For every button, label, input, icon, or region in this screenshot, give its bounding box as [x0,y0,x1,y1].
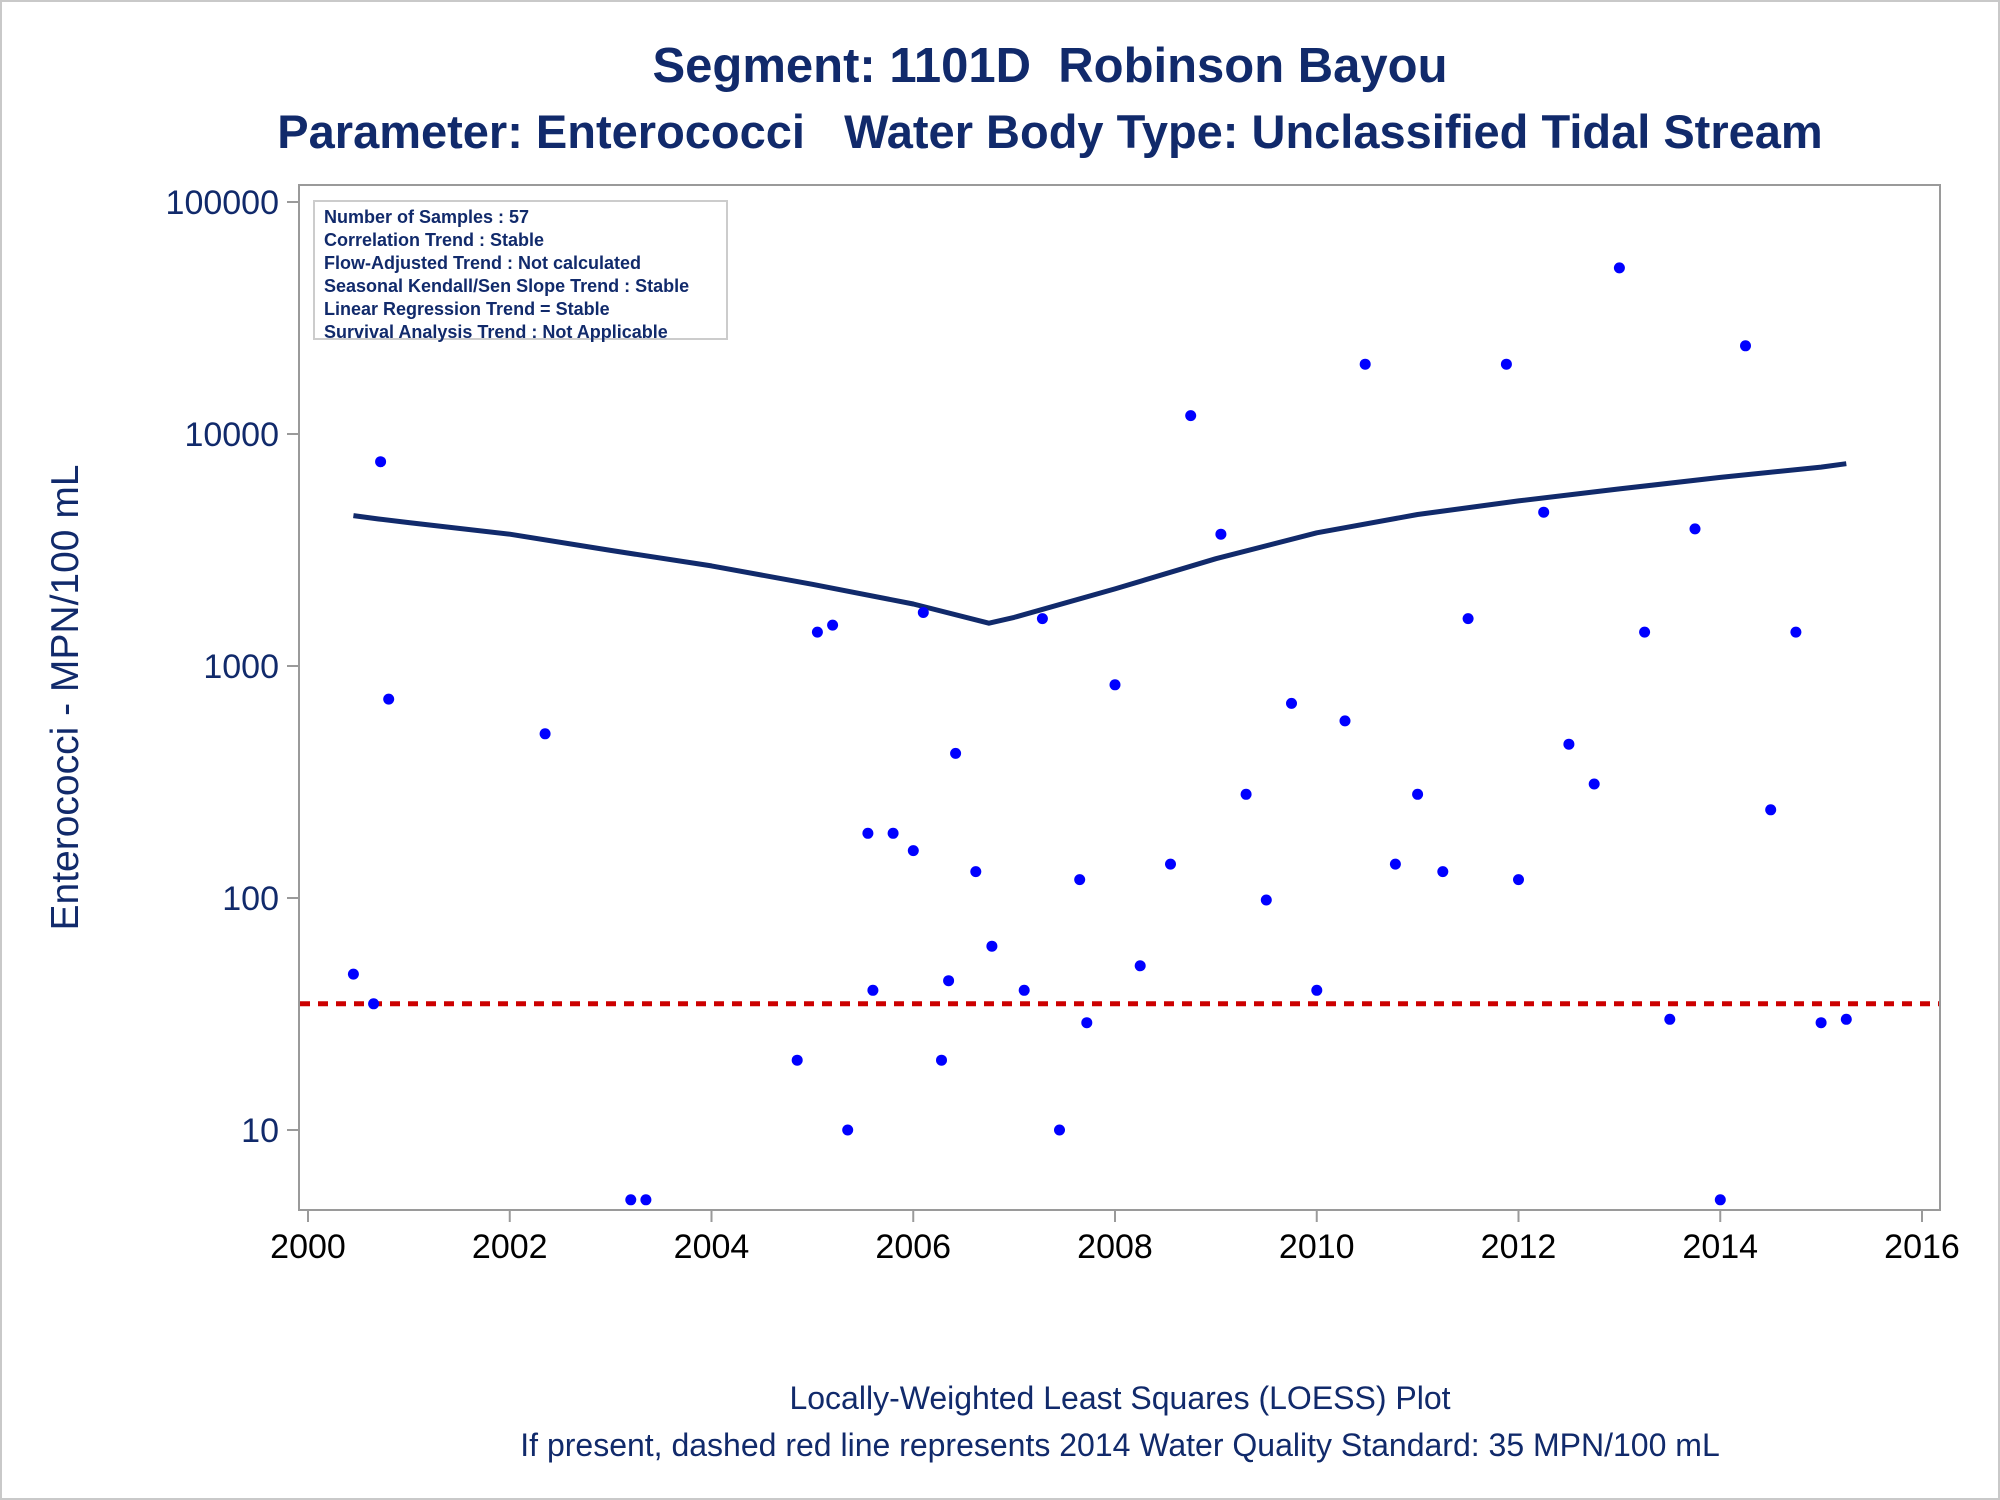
data-point-21 [970,866,982,878]
x-tick-label-2010: 2010 [1279,1228,1355,1266]
data-point-57 [1840,1013,1852,1025]
x-tick-label-2012: 2012 [1481,1228,1557,1266]
data-point-27 [1081,1017,1093,1029]
data-point-4 [383,693,395,705]
data-point-23 [1018,984,1030,996]
data-point-51 [1689,523,1701,535]
data-point-9 [791,1054,803,1066]
data-point-55 [1790,626,1802,638]
data-point-49 [1639,626,1651,638]
y-tick-label-10000: 10000 [184,416,279,454]
x-tick-label-2016: 2016 [1884,1228,1960,1266]
data-point-32 [1215,528,1227,540]
data-point-52 [1714,1194,1726,1206]
data-point-22 [986,940,998,952]
x-tick-label-2000: 2000 [270,1228,346,1266]
data-point-53 [1740,340,1751,352]
data-point-28 [1109,679,1121,691]
data-point-25 [1054,1124,1065,1136]
plot-area [298,184,1941,1211]
data-point-50 [1664,1013,1676,1025]
x-tick-label-2004: 2004 [674,1228,750,1266]
footnote-loess: Locally-Weighted Least Squares (LOESS) P… [789,1380,1451,1416]
y-axis-label: Enterococci - MPN/100 mL [44,464,87,930]
stats-line-correlation: Correlation Trend : Stable [324,230,545,250]
data-point-36 [1311,984,1323,996]
stats-line-samples: Number of Samples : 57 [324,207,530,227]
data-point-43 [1500,358,1512,370]
stats-line-seasonal-kendall: Seasonal Kendall/Sen Slope Trend : Stabl… [324,276,690,296]
data-point-54 [1765,804,1777,816]
loess-curve [353,461,1847,626]
data-point-34 [1260,894,1272,906]
x-tick-label-2002: 2002 [472,1228,548,1266]
data-point-19 [943,975,955,987]
data-point-6 [539,728,551,740]
data-point-30 [1165,858,1176,870]
data-point-35 [1286,697,1297,709]
data-point-15 [887,827,899,839]
data-point-11 [827,619,839,631]
chart-title: Segment: 1101D Robinson Bayou [652,39,1448,93]
data-point-41 [1437,866,1449,878]
data-point-40 [1412,788,1424,800]
chart-subtitle: Parameter: Enterococci Water Body Type: … [277,105,1823,158]
stats-line-linear-regression: Linear Regression Trend = Stable [324,299,610,319]
trend-statistics-box: Number of Samples : 57 Correlation Trend… [313,200,728,342]
data-point-12 [842,1124,854,1136]
data-point-33 [1240,788,1252,800]
data-point-42 [1462,613,1474,625]
data-point-46 [1563,738,1575,750]
data-point-48 [1613,262,1625,274]
data-point-16 [907,845,919,857]
data-point-26 [1074,874,1086,886]
y-tick-label-10: 10 [241,1112,279,1150]
footnote-standard: If present, dashed red line represents 2… [520,1427,1720,1463]
data-point-29 [1134,960,1146,972]
data-point-44 [1513,874,1524,886]
x-tick-label-2006: 2006 [875,1228,951,1266]
data-point-1 [347,968,359,980]
x-tick-label-2014: 2014 [1682,1228,1758,1266]
data-point-2 [368,998,380,1010]
y-tick-label-100000: 100000 [166,184,279,222]
data-point-24 [1036,613,1048,625]
data-point-13 [862,827,874,839]
data-point-45 [1538,506,1550,518]
data-point-39 [1389,858,1401,870]
data-point-7 [625,1194,637,1206]
data-point-47 [1588,778,1600,790]
data-point-56 [1815,1017,1827,1029]
stats-line-survival-analysis: Survival Analysis Trend : Not Applicable [324,322,668,342]
data-point-8 [640,1194,652,1206]
data-point-17 [917,607,929,618]
data-point-18 [936,1054,947,1066]
data-point-20 [950,747,962,759]
data-point-3 [375,456,387,468]
data-point-10 [811,626,823,638]
data-point-31 [1185,410,1197,422]
stats-line-flow-adjusted: Flow-Adjusted Trend : Not calculated [324,253,642,273]
data-point-14 [867,984,879,996]
data-point-38 [1359,358,1371,370]
x-tick-label-2008: 2008 [1077,1228,1153,1266]
data-point-37 [1339,715,1351,727]
y-tick-label-100: 100 [222,880,279,918]
y-tick-label-1000: 1000 [203,648,279,686]
